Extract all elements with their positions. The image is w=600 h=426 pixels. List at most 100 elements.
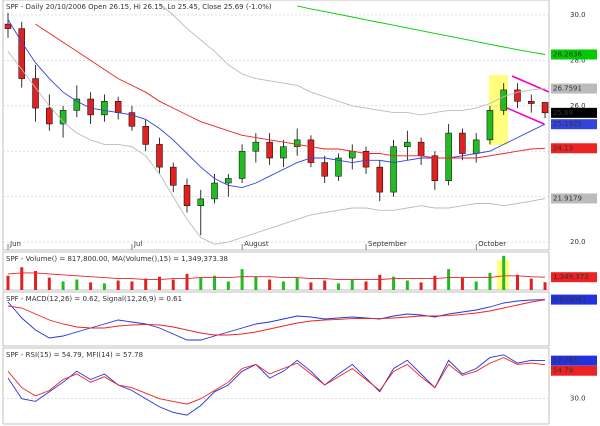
candle-body (142, 125, 149, 145)
volume-bar (364, 281, 368, 290)
panel-frame (2, 0, 550, 251)
value-box (551, 107, 597, 118)
volume-bar (75, 279, 79, 290)
volume-bar (47, 277, 51, 290)
volume-bar (419, 282, 423, 290)
candle-body (4, 23, 12, 29)
candle-body (541, 102, 549, 114)
value-box (551, 365, 597, 376)
volume-bar (350, 279, 354, 290)
y-tick-label: 30.0 (570, 11, 586, 19)
candle-body (390, 146, 397, 193)
volume-bar (447, 269, 451, 290)
volume-bar (157, 276, 161, 290)
volume-bar (89, 282, 93, 290)
volume-bar (336, 283, 340, 290)
candle-body (321, 162, 328, 177)
series-line (159, 3, 546, 116)
panel-title: SPF - RSI(15) = 54.79, MFI(14) = 57.78 (6, 351, 143, 359)
candle-body (156, 144, 163, 168)
trend-line (506, 107, 545, 125)
panel-frame (2, 291, 550, 347)
volume-bar (433, 275, 437, 290)
y-tick-label: 28.0 (570, 56, 586, 64)
candle-body (32, 78, 39, 109)
series-line (7, 299, 546, 336)
candle-body (197, 198, 205, 206)
candle-body (445, 132, 452, 181)
candle-body (472, 139, 480, 154)
series-line (35, 23, 546, 159)
candle-body (59, 110, 67, 125)
candle-body (280, 146, 287, 159)
candle-body (362, 150, 370, 168)
value-box (551, 143, 597, 154)
volume-bar (309, 282, 313, 290)
candle-body (431, 155, 439, 181)
candle-body (376, 166, 384, 193)
candle-body (252, 141, 260, 152)
panel-frame (2, 251, 550, 291)
series-line (7, 51, 546, 245)
volume-bar (460, 277, 464, 290)
series-line (7, 19, 546, 189)
volume-bar (61, 281, 65, 290)
candle-body (183, 185, 191, 206)
value-box (551, 272, 597, 283)
candle-body (101, 101, 108, 116)
candle-body (128, 112, 136, 127)
value-box (551, 49, 597, 60)
candle-body (18, 28, 26, 79)
panel-title: SPF - MACD(12,26) = 0.62, Signal(12,26,9… (6, 295, 182, 303)
volume-bar (185, 273, 189, 290)
volume-bar (102, 283, 106, 290)
volume-bar (34, 271, 38, 290)
volume-bar (281, 281, 285, 290)
candle-body (293, 139, 301, 147)
volume-bar (20, 267, 24, 290)
candle-body (417, 141, 425, 157)
series-line (7, 357, 546, 405)
candle-body (225, 178, 232, 184)
candle-body (349, 150, 356, 159)
volume-bar (502, 255, 506, 290)
value-box-label: 25.69 (553, 109, 573, 117)
value-box-label: 54.79 (553, 367, 573, 375)
value-box-label: 1,349,373 (553, 273, 589, 281)
value-box-label: 24.13 (553, 144, 573, 152)
value-box (551, 355, 597, 366)
volume-bar (144, 278, 148, 290)
candle-body (266, 141, 273, 159)
value-box (551, 294, 597, 305)
volume-bar (405, 280, 409, 290)
candle-body (46, 107, 53, 125)
candle-body (335, 157, 342, 177)
volume-bar (378, 274, 382, 290)
volume-bar (254, 276, 258, 290)
value-box-label: 21.9179 (553, 194, 582, 202)
value-box (551, 119, 597, 130)
volume-bar (392, 276, 396, 290)
volume-bar (240, 269, 244, 290)
candle-body (114, 101, 122, 113)
volume-bar (6, 275, 10, 290)
x-tick-label: August (244, 240, 269, 248)
series-line (7, 272, 546, 281)
volume-bar (529, 278, 533, 290)
candle-body (404, 141, 411, 147)
volume-bar (213, 275, 217, 290)
y-tick-label: 30.0 (570, 395, 586, 403)
x-tick-label: Jun (9, 240, 21, 248)
value-box-label: 0.613041 (553, 296, 586, 304)
series-line (7, 299, 546, 341)
volume-bar (474, 281, 478, 290)
value-box-label: 26.7591 (553, 85, 582, 93)
panel-title: SPF - Daily 20/10/2006 Open 26.15, Hi 26… (6, 3, 272, 11)
value-box-label: 25.1925 (553, 120, 582, 128)
volume-bar (488, 272, 492, 290)
volume-bar (295, 277, 299, 290)
value-box (551, 83, 597, 94)
volume-bar (515, 274, 519, 290)
candle-body (307, 139, 315, 163)
